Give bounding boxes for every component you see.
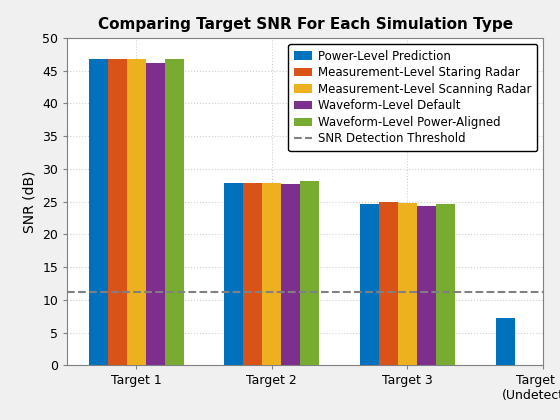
- SNR Detection Threshold: [133, 289, 139, 294]
- Bar: [398, 203, 417, 365]
- Bar: [417, 206, 436, 365]
- Bar: [224, 183, 243, 365]
- Bar: [360, 204, 379, 365]
- Title: Comparing Target SNR For Each Simulation Type: Comparing Target SNR For Each Simulation…: [97, 18, 513, 32]
- Bar: [243, 183, 262, 365]
- Bar: [300, 181, 319, 365]
- Legend: Power-Level Prediction, Measurement-Level Staring Radar, Measurement-Level Scann: Power-Level Prediction, Measurement-Leve…: [288, 44, 537, 151]
- Bar: [262, 183, 281, 365]
- Bar: [281, 184, 300, 365]
- Bar: [165, 59, 184, 365]
- Bar: [436, 204, 455, 365]
- Bar: [379, 202, 398, 365]
- SNR Detection Threshold: [268, 289, 275, 294]
- Bar: [146, 63, 165, 365]
- Y-axis label: SNR (dB): SNR (dB): [22, 171, 36, 233]
- Bar: [127, 59, 146, 365]
- Bar: [496, 318, 515, 365]
- Bar: [88, 59, 108, 365]
- Bar: [108, 59, 127, 365]
